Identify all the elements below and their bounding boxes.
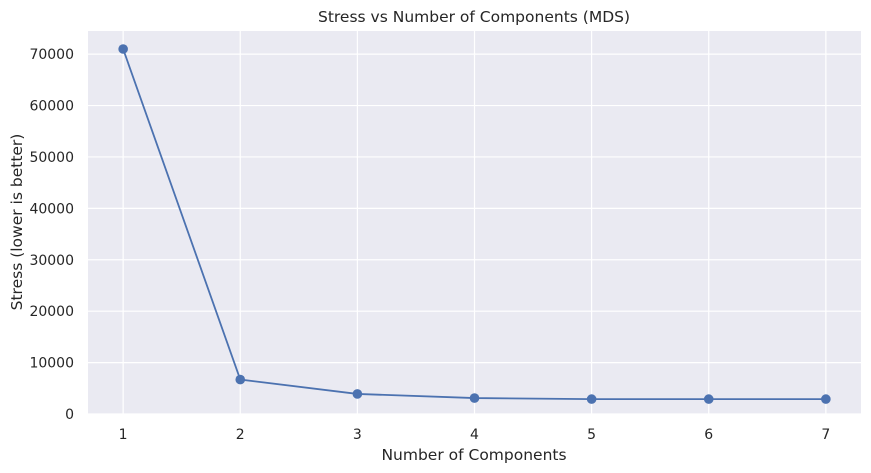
y-tick-label: 60000 (29, 99, 74, 115)
data-point (352, 389, 363, 399)
y-axis-label: Stress (lower is better) (8, 134, 26, 311)
y-tick-label: 40000 (29, 201, 74, 217)
x-tick-label: 4 (470, 427, 479, 443)
data-point (469, 393, 480, 403)
x-tick-labels: 1 2 3 4 5 6 7 (119, 427, 831, 443)
x-tick-label: 6 (704, 427, 713, 443)
x-axis-label: Number of Components (381, 446, 566, 464)
data-point (586, 394, 597, 404)
y-tick-label: 30000 (29, 253, 74, 269)
x-tick-label: 7 (821, 427, 830, 443)
x-tick-label: 3 (353, 427, 362, 443)
series-line-group (118, 44, 831, 404)
data-point (821, 394, 831, 404)
x-tick-label: 1 (119, 427, 128, 443)
grid-lines (88, 31, 861, 415)
data-point (235, 374, 246, 385)
y-tick-label: 50000 (29, 150, 74, 166)
x-tick-label: 2 (236, 427, 245, 443)
y-tick-labels: 0 10000 20000 30000 40000 50000 60000 70000 (29, 47, 74, 423)
x-tick-label: 5 (587, 427, 596, 443)
data-point (118, 44, 128, 54)
y-tick-label: 10000 (29, 356, 74, 372)
y-tick-label: 20000 (29, 304, 74, 320)
y-tick-label: 0 (65, 407, 74, 423)
y-tick-label: 70000 (29, 47, 74, 63)
data-point (703, 394, 714, 404)
chart-title: Stress vs Number of Components (MDS) (318, 8, 630, 26)
